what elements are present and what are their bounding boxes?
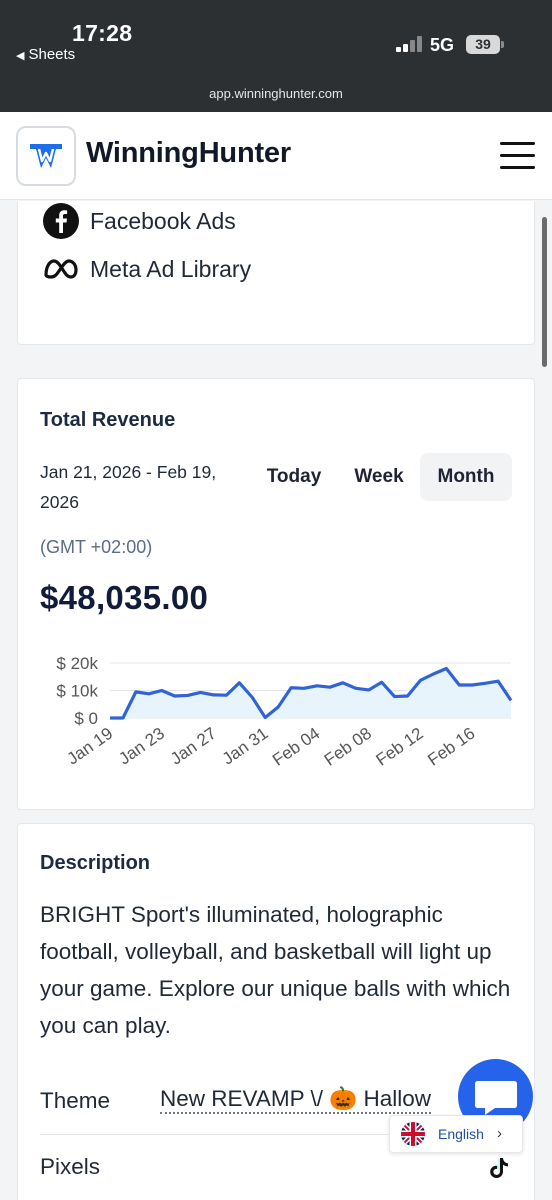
x-tick-label: Feb 16 [424,724,478,770]
logo-icon[interactable] [16,126,76,186]
back-arrow-icon: ◀ [16,50,25,62]
x-tick-label: Jan 19 [64,724,117,769]
total-revenue-value: $48,035.00 [40,579,209,616]
timezone-label: (GMT +02:00) [40,537,153,557]
description-title: Description [40,852,151,874]
menu-icon[interactable] [500,142,535,170]
total-revenue-card: Total Revenue Jan 21, 2026 - Feb 19, 202… [17,378,535,810]
row-divider [40,1134,516,1135]
language-selector[interactable]: English › [389,1115,523,1153]
y-tick-label: $ 10k [56,682,98,701]
back-to-app-button[interactable]: ◀ Sheets [16,46,75,63]
date-range: Jan 21, 2026 - Feb 19, 2026 [40,462,217,512]
period-month-button[interactable]: Month [420,453,512,501]
meta-ad-library-item[interactable]: Meta Ad Library [42,250,251,288]
y-tick-label: $ 20k [56,654,98,673]
description-text: BRIGHT Sport's illuminated, holographic … [40,902,511,1038]
period-week-button[interactable]: Week [354,466,404,487]
site-header: WinningHunter [0,112,552,200]
meta-ad-library-label: Meta Ad Library [90,255,252,282]
tiktok-icon [488,1156,510,1180]
battery-icon: 39 [466,35,500,54]
period-today-button[interactable]: Today [266,466,322,487]
chevron-right-icon: › [497,1125,502,1142]
status-time: 17:28 [72,20,133,46]
meta-icon [42,250,80,288]
address-bar[interactable]: app.winninghunter.com [209,86,343,101]
facebook-ads-label: Facebook Ads [90,207,236,234]
uk-flag-icon [401,1122,425,1146]
theme-value[interactable]: New REVAMP \/ 🎃 Hallow [160,1086,431,1114]
description-card: Description BRIGHT Sport's illuminated, … [17,823,535,1200]
series-area [110,668,511,718]
signal-icon [396,36,424,52]
x-tick-label: Feb 08 [321,724,375,770]
x-tick-label: Jan 27 [167,724,220,769]
back-app-label: Sheets [28,46,76,63]
page-content: Facebook Ads Meta Ad Library Total Reven… [0,201,552,1200]
x-tick-label: Feb 12 [372,724,426,770]
y-tick-label: $ 0 [74,709,98,728]
x-tick-label: Jan 23 [115,724,168,769]
theme-label: Theme [40,1088,111,1113]
pixels-label: Pixels [40,1154,101,1179]
language-label: English [438,1126,484,1142]
chat-icon [475,1081,517,1115]
status-bar: 17:28 ◀ Sheets 5G 39 app.winninghunter.co… [0,0,552,112]
battery-nub [501,41,504,48]
facebook-icon [42,202,80,240]
page-scrollbar[interactable] [542,217,547,367]
brand-name[interactable]: WinningHunter [86,137,291,169]
ad-sources-card: Facebook Ads Meta Ad Library [17,201,535,345]
network-type: 5G [430,35,455,55]
x-tick-label: Feb 04 [269,724,323,770]
facebook-ads-item[interactable]: Facebook Ads [42,202,236,240]
x-tick-label: Jan 31 [219,724,272,769]
series-line [110,666,513,720]
total-revenue-title: Total Revenue [40,409,176,431]
